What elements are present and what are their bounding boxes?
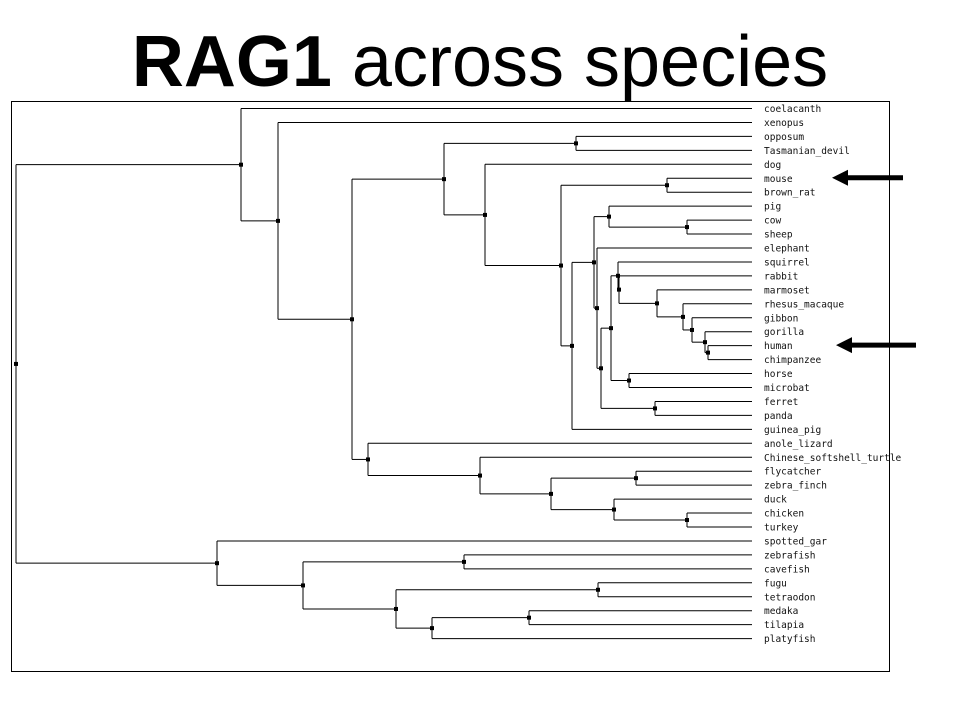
leaf-label-pig: pig [764,202,781,213]
leaf-label-anole-lizard: anole_lizard [764,439,833,450]
leaf-label-flycatcher: flycatcher [764,467,821,478]
highlight-arrow-mouse [832,169,903,186]
leaf-label-duck: duck [764,495,787,506]
leaf-label-zebra-finch: zebra_finch [764,481,827,492]
leaf-label-dog: dog [764,160,781,171]
leaf-label-rabbit: rabbit [764,271,798,282]
leaf-label-ferret: ferret [764,397,798,408]
phylogenetic-tree-panel [11,101,890,672]
slide-title: RAG1 across species [0,14,960,110]
leaf-label-chicken: chicken [764,509,804,520]
leaf-label-fugu: fugu [764,578,787,589]
leaf-label-gibbon: gibbon [764,313,798,324]
leaf-label-marmoset: marmoset [764,285,810,296]
leaf-label-microbat: microbat [764,383,810,394]
leaf-label-chimpanzee: chimpanzee [764,355,821,366]
leaf-label-tilapia: tilapia [764,620,804,631]
leaf-label-rhesus-macaque: rhesus_macaque [764,299,844,310]
leaf-label-sheep: sheep [764,230,793,241]
leaf-label-cow: cow [764,216,781,227]
leaf-label-turkey: turkey [764,523,799,534]
leaf-label-mouse: mouse [764,174,793,185]
leaf-label-gorilla: gorilla [764,327,804,338]
leaf-label-medaka: medaka [764,606,798,617]
highlight-arrow-human [836,337,916,354]
leaf-label-elephant: elephant [764,244,810,255]
leaf-label-coelacanth: coelacanth [764,104,821,115]
leaf-label-tetraodon: tetraodon [764,592,815,603]
leaf-label-cavefish: cavefish [764,564,810,575]
leaf-label-zebrafish: zebrafish [764,550,815,561]
leaf-label-chinese-softshell-turtle: Chinese_softshell_turtle [764,453,902,464]
leaf-label-tasmanian-devil: Tasmanian_devil [764,146,850,157]
leaf-label-guinea-pig: guinea_pig [764,425,821,436]
leaf-label-human: human [764,341,793,352]
leaf-label-panda: panda [764,411,793,422]
leaf-label-squirrel: squirrel [764,257,810,268]
leaf-label-horse: horse [764,369,793,380]
leaf-label-xenopus: xenopus [764,118,804,129]
leaf-label-spotted-gar: spotted_gar [764,536,827,547]
title-rest: across species [331,22,829,102]
title-gene: RAG1 [131,22,332,102]
leaf-label-brown-rat: brown_rat [764,188,815,199]
leaf-label-opposum: opposum [764,132,804,143]
leaf-label-platyfish: platyfish [764,634,815,645]
tree-node [14,361,18,366]
